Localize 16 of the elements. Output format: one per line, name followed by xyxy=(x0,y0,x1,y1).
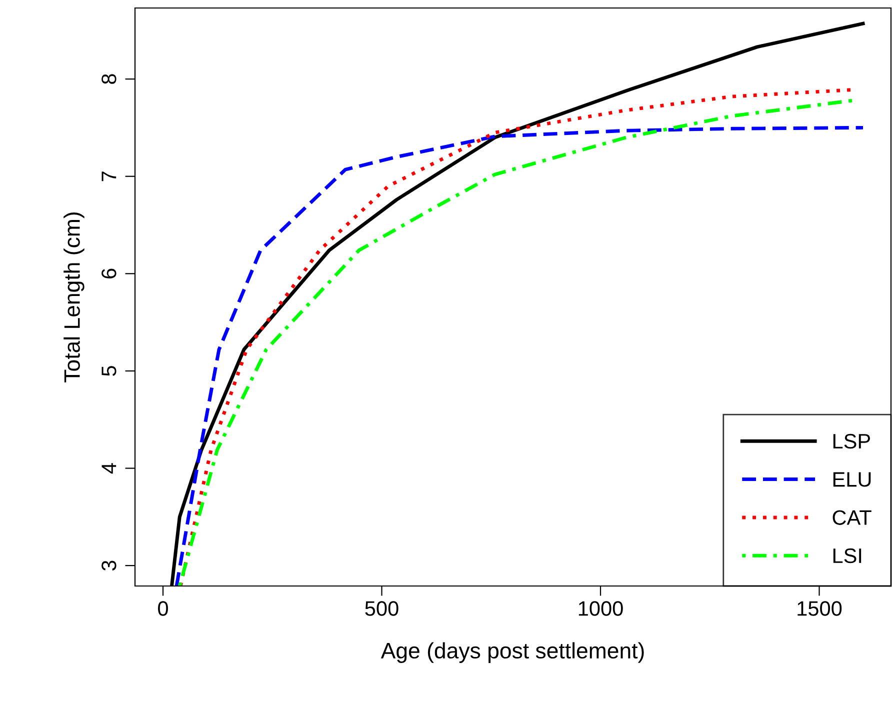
legend-label: LSP xyxy=(833,434,870,449)
y-tick-label: 6 xyxy=(102,268,116,278)
x-tick-label: 1500 xyxy=(798,601,842,616)
x-tick-label: 500 xyxy=(365,601,398,616)
legend-label: ELU xyxy=(833,472,871,487)
y-tick-label: 4 xyxy=(102,463,116,474)
legend-label: CAT xyxy=(832,510,872,525)
y-axis-title: Total Length (cm) xyxy=(64,212,84,382)
legend-label: LSI xyxy=(833,548,862,564)
y-tick-label: 7 xyxy=(102,172,116,182)
y-tick-label: 3 xyxy=(102,560,116,571)
y-tick-label: 8 xyxy=(102,74,116,84)
x-axis-title: Age (days post settlement) xyxy=(380,642,644,663)
y-tick-label: 5 xyxy=(102,366,116,376)
x-tick-label: 0 xyxy=(158,601,168,616)
x-tick-label: 1000 xyxy=(578,601,623,616)
